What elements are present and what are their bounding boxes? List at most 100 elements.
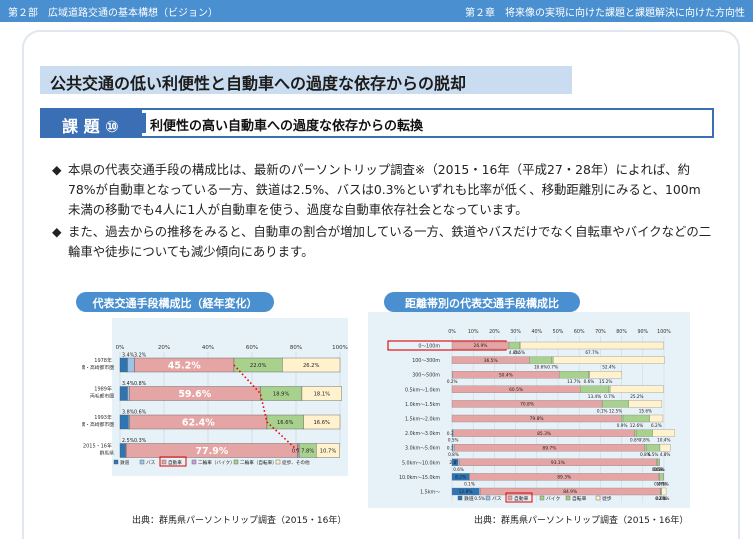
data-label: 12.6%: [630, 423, 643, 428]
bar-segment: [661, 487, 667, 496]
category-sublabel: 群馬県: [100, 450, 115, 457]
bar-segment: [559, 371, 589, 379]
x-tick-label: 30%: [510, 329, 521, 335]
diamond-bullet-icon: ◆: [52, 224, 62, 239]
data-label: 3.2%: [134, 353, 147, 359]
bar-segment: [659, 473, 664, 481]
data-label: 15.6%: [639, 408, 652, 413]
left-chart: 0%20%40%60%80%100%1978年前橋・高崎都市圏3.4%3.2%4…: [82, 345, 348, 467]
data-label: 8.2%: [455, 475, 466, 481]
bar-segment: [649, 414, 664, 423]
category-label: 1.0km〜1.5km: [405, 402, 440, 408]
legend-swatch: [161, 459, 167, 465]
data-label: 0.3%: [654, 467, 665, 472]
data-label: 84.9%: [563, 489, 577, 495]
data-label: 12.8%: [459, 489, 473, 495]
left-chart-source: 出典：群馬県パーソントリップ調査（2015・16年）: [132, 516, 347, 526]
legend-swatch: [507, 495, 513, 501]
x-tick-label: 100%: [657, 329, 671, 335]
page-header-bar: 第２部 広域道路交通の基本構想（ビジョン） 第２章 将来像の実現に向けた課題と課…: [0, 0, 753, 22]
bar-segment: [457, 458, 460, 466]
data-label: 0.7%: [547, 365, 558, 370]
data-label: 0.5%: [474, 496, 485, 501]
right-chart-title: 距離帯別の代表交通手段構成比: [384, 292, 580, 312]
bar-segment: [520, 341, 664, 350]
issue-box: 課 題 ⑩ 利便性の高い自動車への過度な依存からの転換: [40, 108, 714, 138]
data-label: 13.4%: [588, 394, 601, 399]
category-sublabel: 両毛都市圏: [90, 393, 114, 400]
data-label: 0.1%: [658, 481, 669, 486]
data-label: 0.3%: [134, 438, 147, 444]
data-label: 62.4%: [182, 418, 215, 429]
data-label: 67.7%: [585, 350, 598, 355]
section-headline: 公共交通の低い利便性と自動車への過度な依存からの脱却: [40, 66, 572, 94]
data-label: 0.6%: [453, 467, 464, 472]
data-label: 0.5%: [448, 438, 459, 443]
data-label: 16.6%: [313, 420, 330, 426]
data-label: 89.7%: [542, 445, 556, 451]
category-label: 1.5km〜: [420, 490, 440, 496]
data-label: 50.4%: [499, 372, 513, 378]
bar-segment: [529, 356, 553, 364]
bar-segment: [127, 357, 135, 373]
bar-segment: [636, 429, 653, 437]
issue-title-accent: [142, 113, 146, 133]
legend-label: 徒歩: [602, 495, 612, 502]
data-label: 1.7%: [656, 481, 667, 486]
bar-segment: [508, 341, 520, 350]
data-label: 0.1%: [464, 481, 475, 486]
legend-swatch: [139, 459, 145, 465]
x-tick-label: 60%: [574, 329, 585, 335]
bar-segment: [610, 385, 664, 393]
x-tick-label: 40%: [531, 329, 542, 335]
data-label: 70.8%: [520, 402, 534, 408]
legend-label: 徒歩、その他: [282, 459, 310, 466]
right-chart: 0% 10% 20% 30% 40% 50% 60% 70% 80% 90% 100% 0〜100m 2…: [387, 329, 675, 503]
category-label: 2015・16年: [83, 443, 112, 450]
data-label: 4.8%: [509, 350, 520, 355]
bar-segment: [652, 429, 675, 437]
bar-segment: [119, 386, 128, 401]
data-label: 13.7%: [567, 379, 580, 384]
bar-segment: [119, 357, 128, 373]
data-label: 0.2%: [655, 496, 666, 501]
bar-segment: [519, 341, 521, 350]
x-tick-label: 80%: [290, 345, 302, 351]
data-label: 0.3%: [447, 431, 458, 437]
category-label: 2.0km〜3.0km: [405, 431, 440, 437]
bar-segment: [644, 444, 647, 452]
x-tick-label: 10%: [468, 329, 479, 335]
data-label: 4.8%: [660, 452, 671, 457]
legend-swatch: [233, 459, 239, 465]
category-label: 10.0km〜15.0km: [399, 475, 440, 481]
category-label: 3.0km〜5.0km: [405, 446, 440, 452]
category-label: 0〜100m: [418, 344, 440, 350]
data-label: 0.3%: [447, 445, 458, 451]
legend-label: 鉄道: [464, 495, 474, 502]
trend-line: [233, 364, 299, 452]
data-label: 12.5%: [609, 408, 622, 413]
x-tick-label: 60%: [246, 345, 258, 351]
legend-swatch: [191, 459, 197, 465]
legend-label: 自転車: [572, 495, 587, 502]
bar-segment: [660, 487, 663, 496]
category-label: 5.0km〜10.0km: [402, 460, 440, 466]
data-label: 18.1%: [314, 392, 331, 398]
data-label: 0.6%: [584, 379, 595, 384]
x-tick-label: 70%: [595, 329, 606, 335]
data-label: 26.9%: [474, 343, 488, 349]
x-tick-label: 100%: [332, 345, 348, 351]
x-tick-label: 40%: [202, 345, 214, 351]
x-tick-label: 20%: [489, 329, 500, 335]
bullet-list: ◆ 本県の代表交通手段の構成比は、最新のパーソントリップ調査※（2015・16年…: [52, 160, 712, 264]
legend-swatch: [113, 459, 119, 465]
data-label: 2.5%: [122, 438, 135, 444]
data-label: 22.0%: [250, 363, 267, 369]
bar-segment: [608, 385, 611, 393]
data-label: 93.1%: [551, 460, 565, 466]
bar-segment: [553, 356, 665, 364]
data-label: 2.0%: [659, 496, 670, 501]
data-label: 6.2%: [651, 423, 662, 428]
legend-label: バイク: [546, 496, 560, 502]
category-label: 1989年: [94, 386, 112, 393]
